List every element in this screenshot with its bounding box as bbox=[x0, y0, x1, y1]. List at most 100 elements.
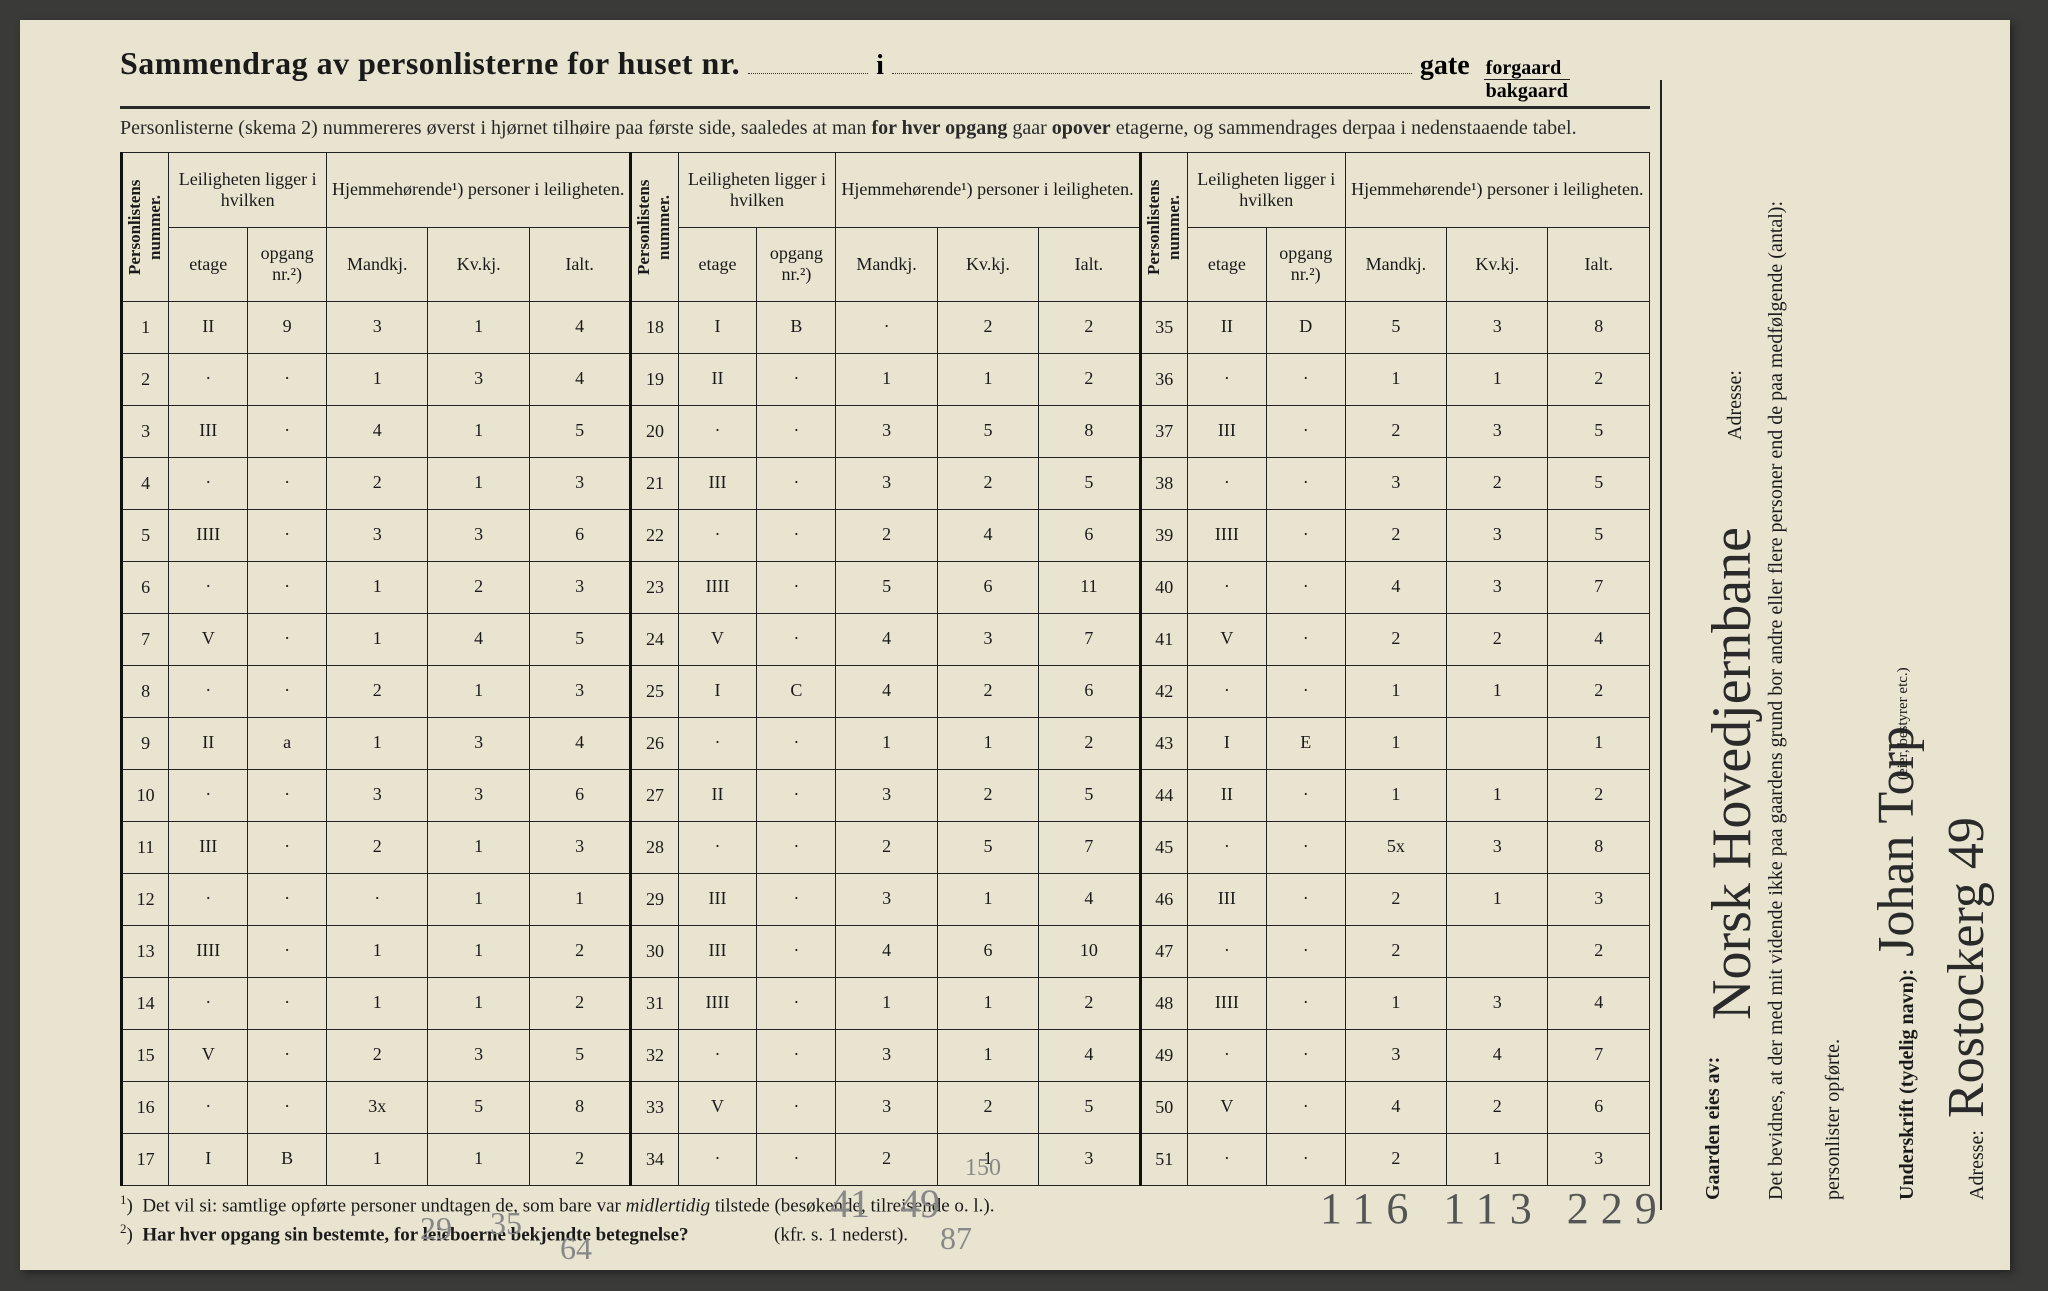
row-number: 8 bbox=[122, 666, 169, 718]
cell-value: 5 bbox=[529, 614, 630, 666]
cell-value: 3 bbox=[529, 666, 630, 718]
cell-value: 3x bbox=[327, 1082, 428, 1134]
cell-value: 3 bbox=[836, 1082, 937, 1134]
cell-value: I bbox=[169, 1134, 248, 1186]
cell-value: · bbox=[757, 978, 836, 1030]
cell-value: · bbox=[1266, 822, 1345, 874]
cell-value: 4 bbox=[1345, 562, 1446, 614]
census-form-paper: Sammendrag av personlisterne for huset n… bbox=[20, 20, 2010, 1270]
pencil-87: 87 bbox=[940, 1220, 972, 1257]
cell-value: 6 bbox=[1039, 510, 1140, 562]
table-row: 5IIII·33622··24639IIII·235 bbox=[122, 510, 1650, 562]
cell-value: 3 bbox=[428, 718, 529, 770]
cell-value: 2 bbox=[529, 1134, 630, 1186]
row-number: 30 bbox=[631, 926, 678, 978]
cell-value: 3 bbox=[836, 406, 937, 458]
col-hjemme-2: Hjemmehørende¹) personer i leiligheten. bbox=[836, 153, 1140, 228]
cell-value: · bbox=[1266, 1082, 1345, 1134]
cell-value: 2 bbox=[937, 770, 1038, 822]
cell-value: 1 bbox=[836, 354, 937, 406]
cell-value: 3 bbox=[836, 770, 937, 822]
cell-value: · bbox=[1266, 926, 1345, 978]
cell-value: V bbox=[678, 614, 757, 666]
sub-kvkj-2: Kv.kj. bbox=[937, 227, 1038, 302]
cell-value: 6 bbox=[937, 926, 1038, 978]
census-table: Personlistens nummer. Leiligheten ligger… bbox=[120, 152, 1650, 1186]
cell-value: · bbox=[757, 1030, 836, 1082]
cell-value: 1 bbox=[937, 874, 1038, 926]
title-main: Sammendrag av personlisterne for huset n… bbox=[120, 45, 740, 82]
cell-value: 4 bbox=[836, 926, 937, 978]
cell-value: 4 bbox=[1039, 1030, 1140, 1082]
table-row: 12···1129III·31446III·213 bbox=[122, 874, 1650, 926]
cell-value: 5 bbox=[1548, 510, 1650, 562]
sub-kvkj-1: Kv.kj. bbox=[428, 227, 529, 302]
col-personlistens-2: Personlistens nummer. bbox=[632, 153, 676, 301]
cell-value: 5 bbox=[1039, 770, 1140, 822]
cell-value: 2 bbox=[1039, 978, 1140, 1030]
cell-value: · bbox=[757, 510, 836, 562]
cell-value: 3 bbox=[1548, 1134, 1650, 1186]
cell-value: · bbox=[248, 510, 327, 562]
row-number: 44 bbox=[1140, 770, 1187, 822]
row-number: 40 bbox=[1140, 562, 1187, 614]
sub-mandkj-3: Mandkj. bbox=[1345, 227, 1446, 302]
cell-value: 6 bbox=[937, 562, 1038, 614]
cell-value: 7 bbox=[1548, 562, 1650, 614]
row-number: 10 bbox=[122, 770, 169, 822]
total-i: 229 bbox=[1567, 1184, 1669, 1233]
cell-value: IIII bbox=[1187, 978, 1266, 1030]
cell-value: B bbox=[248, 1134, 327, 1186]
cell-value: 2 bbox=[1039, 354, 1140, 406]
blank-house-nr bbox=[748, 73, 868, 74]
row-number: 38 bbox=[1140, 458, 1187, 510]
cell-value: V bbox=[169, 1030, 248, 1082]
table-row: 17IB11234··21351··213 bbox=[122, 1134, 1650, 1186]
cell-value: · bbox=[169, 562, 248, 614]
cell-value: · bbox=[678, 822, 757, 874]
row-number: 2 bbox=[122, 354, 169, 406]
cell-value: 1 bbox=[1345, 978, 1446, 1030]
row-number: 42 bbox=[1140, 666, 1187, 718]
row-number: 21 bbox=[631, 458, 678, 510]
cell-value: · bbox=[1187, 1030, 1266, 1082]
cell-value: · bbox=[1266, 614, 1345, 666]
cell-value: 1 bbox=[1447, 354, 1548, 406]
cell-value: 1 bbox=[1345, 770, 1446, 822]
cell-value: 5 bbox=[1548, 406, 1650, 458]
sub-opgang-1: opgang nr.²) bbox=[248, 227, 327, 302]
cell-value: · bbox=[248, 458, 327, 510]
cell-value: 5 bbox=[1039, 458, 1140, 510]
total-m: 116 bbox=[1320, 1184, 1420, 1233]
cell-value: 3 bbox=[327, 770, 428, 822]
cell-value: 4 bbox=[836, 614, 937, 666]
row-number: 25 bbox=[631, 666, 678, 718]
subtitle: Personlisterne (skema 2) nummereres øver… bbox=[120, 115, 1640, 142]
row-number: 9 bbox=[122, 718, 169, 770]
row-number: 3 bbox=[122, 406, 169, 458]
cell-value: 3 bbox=[1447, 562, 1548, 614]
col-leiligheten-3: Leiligheten ligger i hvilken bbox=[1187, 153, 1345, 228]
cell-value: V bbox=[1187, 1082, 1266, 1134]
row-number: 49 bbox=[1140, 1030, 1187, 1082]
cell-value: · bbox=[678, 406, 757, 458]
cell-value: · bbox=[757, 562, 836, 614]
cell-value: · bbox=[248, 978, 327, 1030]
cell-value: · bbox=[757, 822, 836, 874]
cell-value: · bbox=[1187, 1134, 1266, 1186]
bestyrer-text: (eier, bestyrer etc.) bbox=[1895, 667, 1911, 780]
cell-value: · bbox=[1266, 1134, 1345, 1186]
cell-value: 1 bbox=[1345, 718, 1446, 770]
cell-value: 1 bbox=[937, 718, 1038, 770]
cell-value: 1 bbox=[1447, 874, 1548, 926]
underskrift-label: Underskrift (tydelig navn): bbox=[1896, 969, 1918, 1200]
cell-value: 5 bbox=[937, 822, 1038, 874]
gaarden-label: Gaarden eies av: bbox=[1702, 1057, 1724, 1200]
cell-value: · bbox=[757, 1082, 836, 1134]
cell-value: 3 bbox=[1039, 1134, 1140, 1186]
row-number: 50 bbox=[1140, 1082, 1187, 1134]
bevidnes-text: Det bevidnes, at der med mit vidende ikk… bbox=[1762, 130, 1790, 1200]
cell-value: 1 bbox=[327, 718, 428, 770]
row-number: 35 bbox=[1140, 302, 1187, 354]
cell-value: II bbox=[169, 302, 248, 354]
